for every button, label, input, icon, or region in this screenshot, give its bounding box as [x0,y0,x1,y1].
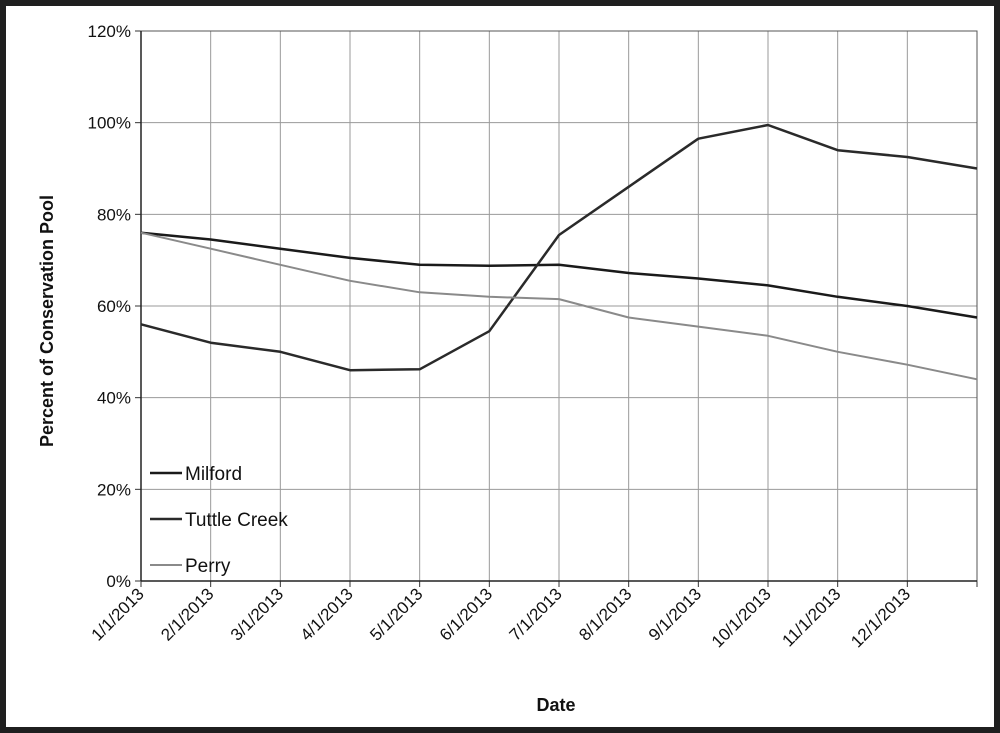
x-tick-label: 7/1/2013 [506,584,566,644]
y-tick-label: 0% [106,572,131,591]
x-tick-label: 3/1/2013 [227,584,287,644]
y-tick-labels: 0% 20% 40% 60% 80% 100% 120% [88,22,131,591]
chart-frame: 0% 20% 40% 60% 80% 100% 120% 1/1/2013 2/1/2013 3… [6,6,994,727]
y-tick-label: 120% [88,22,131,41]
axes [135,30,978,587]
series-line-tuttle-creek [140,123,978,372]
x-tick-label: 4/1/2013 [297,584,357,644]
series-line-perry [140,231,978,381]
x-axis-title: Date [536,695,575,715]
x-tick-label: 11/1/2013 [778,584,844,650]
x-tick-label: 6/1/2013 [436,584,496,644]
y-tick-label: 100% [88,114,131,133]
legend-label: Milford [185,464,242,485]
x-tick-label: 9/1/2013 [645,584,705,644]
y-axis-title: Percent of Conservation Pool [37,195,57,447]
legend: Milford Tuttle Creek Perry [150,464,288,577]
x-tick-label: 2/1/2013 [157,584,217,644]
y-tick-label: 40% [97,389,131,408]
y-tick-label: 20% [97,480,131,499]
gridlines [140,30,978,582]
legend-label: Perry [185,556,231,577]
series-lines [140,123,978,381]
line-chart: 0% 20% 40% 60% 80% 100% 120% 1/1/2013 2/1/2013 3… [37,22,978,715]
x-tick-labels: 1/1/2013 2/1/2013 3/1/2013 4/1/2013 5/1/2013… [88,584,915,651]
y-tick-label: 80% [97,205,131,224]
legend-item: Tuttle Creek [150,510,288,531]
x-tick-label: 12/1/2013 [847,584,914,651]
x-tick-label: 10/1/2013 [708,584,775,651]
legend-item: Perry [150,556,231,577]
x-tick-label: 8/1/2013 [575,584,635,644]
x-tick-label: 1/1/2013 [88,584,148,644]
legend-label: Tuttle Creek [185,510,288,531]
legend-item: Milford [150,464,242,485]
y-tick-label: 60% [97,297,131,316]
x-tick-label: 5/1/2013 [366,584,426,644]
series-line-milford [140,231,978,319]
